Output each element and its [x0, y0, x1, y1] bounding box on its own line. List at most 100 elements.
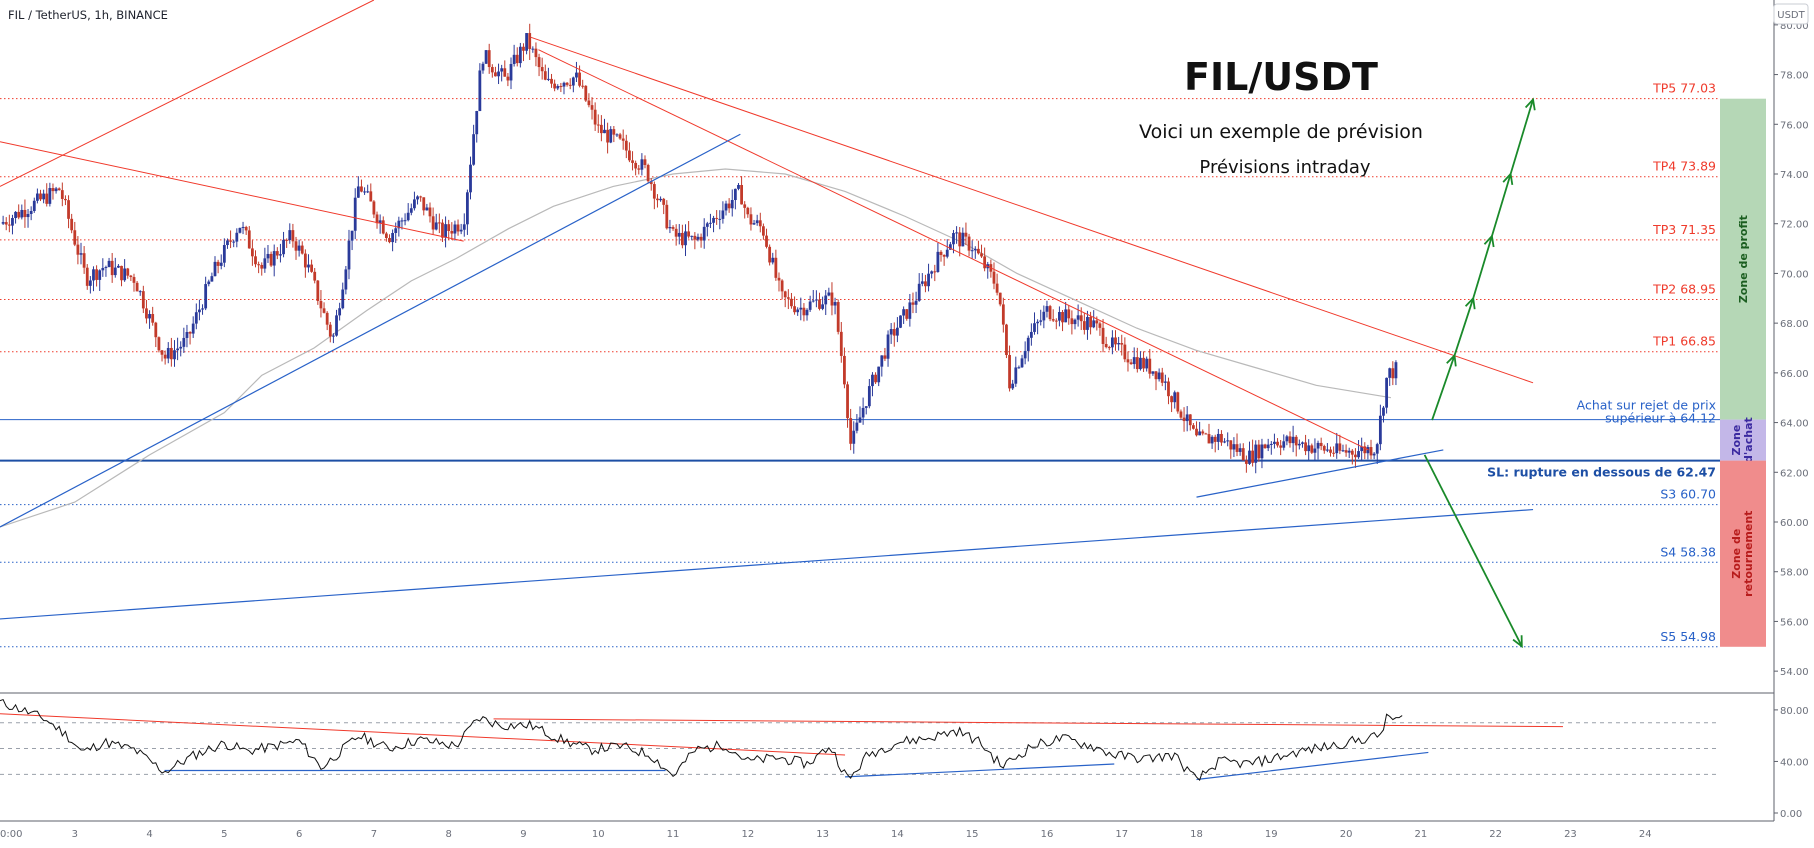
candle-body: [839, 331, 843, 356]
candle-body: [559, 86, 563, 88]
candle-body: [1179, 411, 1183, 418]
zone-label-line: d'achat: [1742, 417, 1755, 463]
candle-body: [113, 267, 117, 276]
level-label: S4 58.38: [1660, 544, 1716, 559]
candle-body: [992, 271, 996, 284]
candle-body: [191, 323, 195, 334]
candle-body: [606, 129, 610, 143]
arrow-up: [1509, 99, 1534, 175]
candle-body: [48, 188, 52, 204]
candle-body: [1129, 362, 1133, 365]
x-tick-label: 14: [891, 829, 904, 840]
candle-body: [525, 33, 528, 51]
candle-body: [11, 218, 14, 226]
candle-body: [581, 85, 585, 87]
candle-body: [730, 200, 734, 209]
x-tick-label: 10: [592, 829, 605, 840]
candle-body: [534, 48, 538, 58]
candle-body: [1173, 392, 1177, 403]
candle-body: [690, 235, 694, 237]
candle-body: [260, 264, 264, 269]
candle-body: [843, 355, 846, 385]
candle-body: [500, 68, 504, 72]
candle-body: [469, 164, 472, 193]
candle-body: [1020, 358, 1024, 368]
candle-body: [575, 72, 578, 78]
candle-body: [724, 203, 728, 211]
candle-body: [1248, 450, 1251, 464]
x-tick-label: 0:00: [0, 829, 22, 840]
candle-body: [522, 46, 525, 51]
candle-body: [238, 227, 242, 233]
red-trendline: [538, 49, 1369, 451]
candle-body: [1210, 436, 1214, 444]
candle-body: [671, 227, 675, 229]
candle-body: [1316, 442, 1320, 449]
candle-body: [213, 261, 217, 277]
candle-body: [1132, 357, 1136, 365]
candle-body: [696, 236, 700, 240]
candle-body: [1011, 383, 1015, 389]
x-tick-label: 3: [72, 829, 78, 840]
x-tick-label: 5: [221, 829, 227, 840]
candle-body: [808, 301, 812, 310]
candle-body: [1123, 344, 1127, 360]
candle-body: [285, 239, 289, 241]
candle-body: [1082, 321, 1086, 330]
candle-body: [518, 46, 522, 64]
candle-body: [1023, 350, 1027, 359]
candle-body: [1232, 444, 1236, 450]
candle-body: [39, 193, 42, 200]
candle-body: [899, 315, 902, 328]
candle-body: [665, 204, 669, 229]
candle-body: [1347, 450, 1351, 453]
x-tick-label: 19: [1265, 829, 1278, 840]
candle-body: [1048, 306, 1052, 320]
candle-body: [512, 54, 516, 64]
candle-body: [603, 129, 606, 134]
candle-body: [45, 193, 49, 204]
sl-level-label: SL: rupture en dessous de 62.47: [1487, 465, 1716, 480]
candle-body: [216, 261, 220, 266]
candle-body: [29, 210, 33, 215]
candle-body: [70, 218, 74, 231]
level-label: TP2 68.95: [1652, 282, 1716, 297]
candle-body: [980, 253, 983, 257]
candle-body: [550, 78, 553, 84]
candle-body: [347, 240, 351, 270]
arrow-up: [1453, 298, 1475, 356]
candle-body: [132, 277, 136, 283]
candle-body: [1042, 311, 1046, 321]
currency-badge[interactable]: [1773, 3, 1809, 25]
candle-body: [849, 418, 853, 444]
candle-body: [32, 200, 36, 211]
candle-body: [1360, 446, 1364, 452]
candle-body: [269, 253, 273, 266]
y-tick-label: 62.00: [1780, 468, 1809, 479]
rsi-tick-label: 0.00: [1780, 809, 1802, 820]
candle-body: [441, 222, 444, 238]
candle-body: [861, 407, 865, 418]
candle-body: [852, 430, 856, 444]
candle-body: [515, 54, 519, 64]
candle-body: [824, 295, 828, 305]
candle-body: [936, 251, 940, 272]
candle-body: [858, 417, 862, 423]
candle-body: [553, 83, 557, 89]
candle-body: [300, 245, 304, 254]
candle-body: [154, 322, 158, 338]
candle-body: [1285, 436, 1289, 442]
candle-body: [917, 283, 921, 301]
candle-body: [924, 281, 927, 287]
candle-body: [656, 198, 659, 201]
candle-body: [705, 223, 709, 227]
candle-body: [322, 308, 326, 313]
x-tick-label: 13: [816, 829, 829, 840]
candle-body: [1092, 320, 1096, 328]
candle-body: [419, 196, 423, 198]
candle-body: [771, 257, 775, 263]
candle-body: [877, 366, 881, 383]
candle-body: [1182, 417, 1186, 422]
candle-body: [621, 138, 625, 141]
